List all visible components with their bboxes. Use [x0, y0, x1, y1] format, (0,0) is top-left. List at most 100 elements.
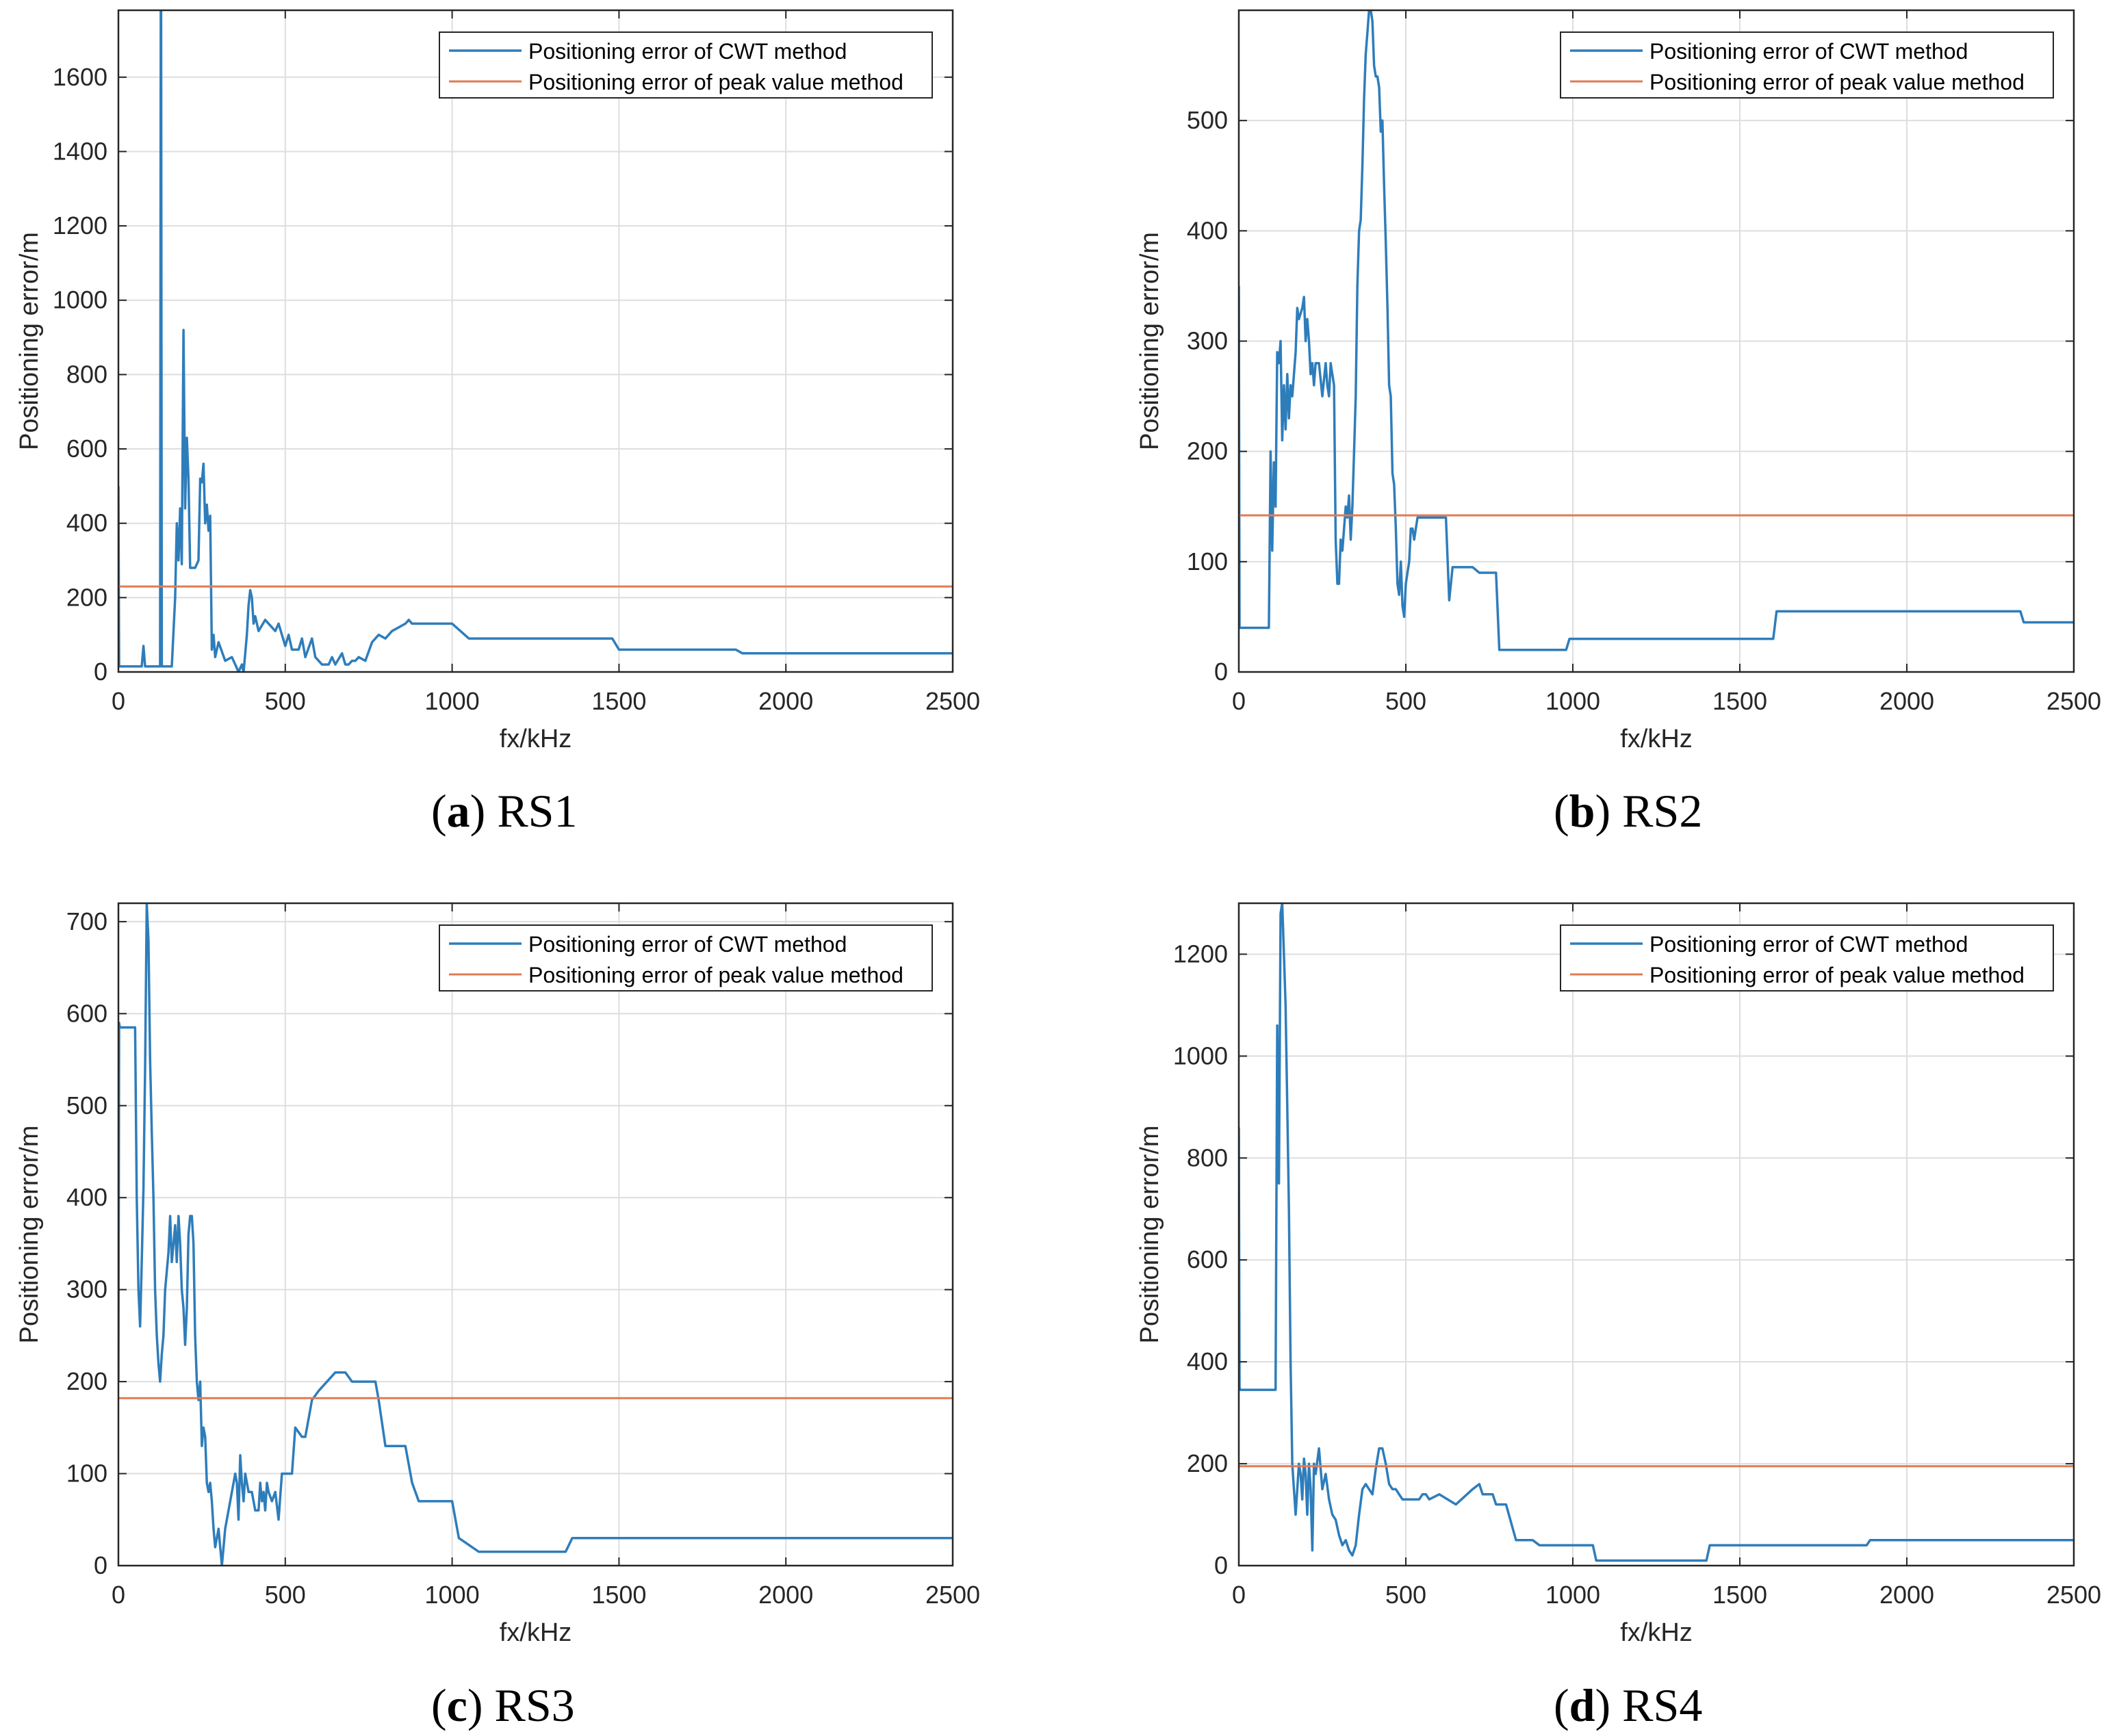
caption-open-paren: ( [431, 1679, 447, 1731]
legend-box [1560, 31, 2054, 99]
y-tick-label: 400 [66, 1183, 107, 1211]
y-axis-label: Positioning error/m [1135, 232, 1164, 450]
x-tick-label: 2500 [2046, 687, 2101, 715]
x-tick-label: 2000 [758, 1581, 813, 1609]
y-tick-label: 300 [1187, 327, 1228, 355]
y-tick-label: 500 [1187, 106, 1228, 134]
x-tick-label: 0 [1232, 1581, 1246, 1609]
chart-panel-a: 0 500 1000 1500 2000 2500 0 200 400 600 800 1000 120… [15, 9, 980, 837]
y-axis-label: Positioning error/m [15, 232, 44, 450]
axes-box [1237, 902, 2075, 1567]
x-tick-label: 1000 [1545, 1581, 1600, 1609]
y-tick-label: 0 [1214, 1551, 1228, 1579]
caption-open-paren: ( [431, 785, 447, 837]
y-tick-label: 200 [1187, 437, 1228, 465]
series-line-cwt [1239, 903, 2074, 1562]
caption-letter: a [447, 785, 470, 837]
legend-label-peak: Positioning error of peak value method [528, 963, 903, 987]
x-tick-label: 2500 [925, 687, 980, 715]
legend: Positioning error of CWT method Positioni… [1560, 31, 2054, 99]
y-tick-label: 200 [66, 1367, 107, 1395]
y-tick-label: 200 [66, 583, 107, 611]
x-tick-label: 0 [112, 687, 125, 715]
caption-text: RS1 [497, 785, 577, 837]
caption-close-paren: ) [1595, 1679, 1622, 1731]
y-tick-label: 600 [66, 435, 107, 463]
x-tick-label: 0 [1232, 687, 1246, 715]
panel-caption: (a) RS1 [431, 785, 578, 837]
y-tick-label: 1000 [1173, 1041, 1228, 1070]
y-tick-label: 800 [1187, 1143, 1228, 1171]
y-tick-label: 600 [66, 999, 107, 1027]
x-tick-label: 1000 [425, 687, 480, 715]
x-tick-label: 1500 [591, 687, 646, 715]
legend-label-cwt: Positioning error of CWT method [528, 932, 847, 957]
chart-panel-b: 0 500 1000 1500 2000 2500 0 100 200 300 400 500 fx/k… [1135, 9, 2101, 837]
x-tick-label: 2000 [1879, 1581, 1934, 1609]
y-tick-label: 1200 [53, 211, 107, 239]
y-tick-label: 100 [1187, 547, 1228, 575]
y-tick-label: 500 [66, 1091, 107, 1119]
caption-close-paren: ) [470, 785, 498, 837]
y-tick-label: 200 [1187, 1449, 1228, 1477]
chart-grid: 0 500 1000 1500 2000 250002004006008001000120… [15, 9, 2101, 1731]
plot-area [118, 10, 953, 672]
axes-box [117, 902, 954, 1567]
panel-caption: (d) RS4 [1554, 1679, 1702, 1731]
x-axis-label: fx/kHz [500, 725, 572, 753]
x-tick-label: 0 [112, 1581, 125, 1609]
legend: Positioning error of CWT method Positioni… [439, 924, 933, 992]
axes-box [117, 9, 954, 673]
x-axis-label: fx/kHz [500, 1618, 572, 1647]
y-tick-label: 0 [94, 1551, 107, 1579]
y-axis-label: Positioning error/m [15, 1126, 44, 1344]
legend-label-peak: Positioning error of peak value method [1649, 70, 2025, 94]
y-tick-label: 400 [66, 509, 107, 537]
series-line-cwt [1239, 10, 2074, 651]
legend-label-peak: Positioning error of peak value method [528, 70, 903, 94]
x-tick-label: 500 [265, 1581, 306, 1609]
y-tick-label: 0 [94, 658, 107, 686]
caption-close-paren: ) [1595, 785, 1622, 837]
legend-label-cwt: Positioning error of CWT method [1649, 39, 1968, 64]
y-tick-label: 400 [1187, 1347, 1228, 1375]
y-tick-label: 400 [1187, 216, 1228, 244]
x-tick-label: 500 [1385, 1581, 1426, 1609]
x-tick-label: 2500 [925, 1581, 980, 1609]
legend: Positioning error of CWT method Positioni… [1560, 924, 2054, 992]
y-tick-label: 800 [66, 360, 107, 388]
caption-letter: d [1569, 1679, 1595, 1731]
caption-open-paren: ( [1554, 1679, 1569, 1731]
x-tick-label: 2500 [2046, 1581, 2101, 1609]
x-tick-label: 2000 [758, 687, 813, 715]
legend-label-peak: Positioning error of peak value method [1649, 963, 2025, 987]
caption-text: RS4 [1622, 1679, 1702, 1731]
x-tick-label: 1500 [1712, 687, 1767, 715]
y-tick-label: 1000 [53, 286, 107, 314]
caption-letter: b [1569, 785, 1595, 837]
x-tick-label: 1500 [1712, 1581, 1767, 1609]
series-line-cwt [118, 903, 953, 1566]
x-tick-label: 1000 [425, 1581, 480, 1609]
y-axis-label: Positioning error/m [1135, 1126, 1164, 1344]
legend-box [1560, 924, 2054, 992]
y-tick-label: 600 [1187, 1245, 1228, 1273]
y-tick-label: 700 [66, 907, 107, 935]
y-tick-label: 0 [1214, 658, 1228, 686]
plot-area [118, 903, 953, 1566]
x-tick-label: 500 [265, 687, 306, 715]
legend: Positioning error of CWT method Positioni… [439, 31, 933, 99]
caption-open-paren: ( [1554, 785, 1569, 837]
legend-label-cwt: Positioning error of CWT method [1649, 932, 1968, 957]
y-tick-label: 1600 [53, 63, 107, 91]
chart-panel-c: 0 500 1000 1500 2000 2500 0 100 200 300 400 500 600 7… [15, 902, 980, 1731]
x-tick-label: 1000 [1545, 687, 1600, 715]
legend-box [439, 924, 933, 992]
chart-panel-d: 0 500 1000 1500 2000 2500 0 200 400 600 800 1000 120… [1135, 902, 2101, 1731]
x-axis-label: fx/kHz [1620, 1618, 1693, 1647]
legend-box [439, 31, 933, 99]
x-tick-label: 500 [1385, 687, 1426, 715]
y-tick-label: 1400 [53, 137, 107, 165]
caption-close-paren: ) [467, 1679, 495, 1731]
